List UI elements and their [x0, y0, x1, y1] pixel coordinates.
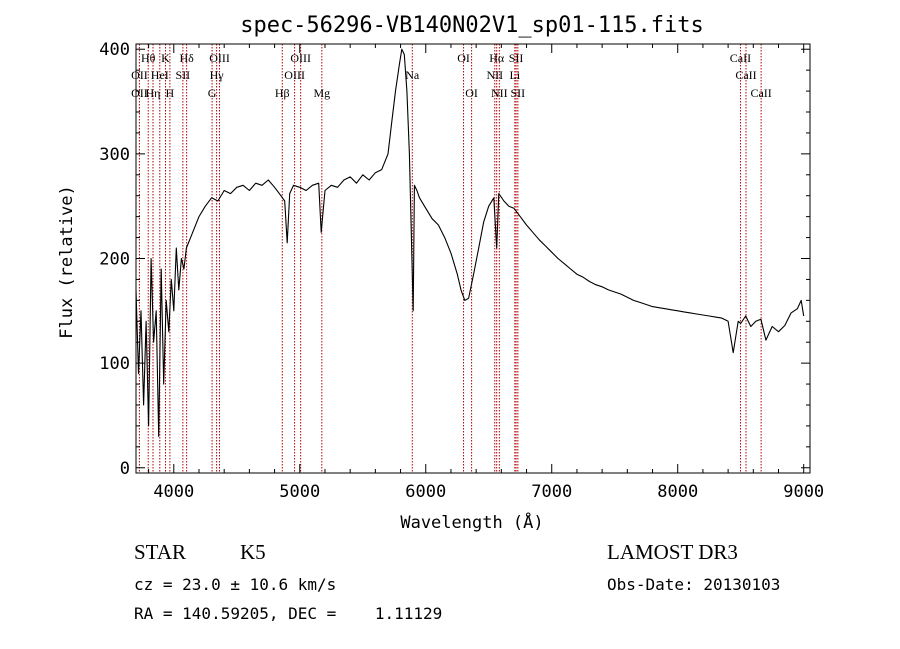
- line-label-21: NII: [491, 86, 508, 100]
- x-tick-label-2: 6000: [405, 482, 446, 502]
- y-tick-label-3: 300: [99, 145, 130, 165]
- plot-frame: [135, 43, 811, 474]
- line-label-4: HeI: [151, 68, 169, 82]
- line-label-22: Li: [509, 68, 520, 82]
- line-label-8: Hδ: [179, 51, 194, 65]
- line-label-24: SII: [511, 86, 526, 100]
- x-tick-label-0: 4000: [153, 482, 194, 502]
- line-label-16: Na: [405, 68, 420, 82]
- redshift-cz: cz = 23.0 ± 10.6 km/s: [134, 575, 336, 594]
- line-label-10: OIII: [209, 51, 230, 65]
- object-subclass: K5: [240, 540, 266, 564]
- x-tick-label-1: 5000: [279, 482, 320, 502]
- x-tick-label-3: 7000: [531, 482, 572, 502]
- line-label-18: OI: [465, 86, 478, 100]
- y-axis-label: Flux (relative): [57, 185, 77, 339]
- y-tick-label-4: 400: [99, 40, 130, 60]
- line-label-13: OIII: [284, 68, 305, 82]
- line-label-3: Hη: [146, 86, 161, 100]
- line-label-11: G: [208, 86, 217, 100]
- line-label-5: K: [161, 51, 170, 65]
- line-label-1: OII: [131, 68, 148, 82]
- chart-title: spec-56296-VB140N02V1_sp01-115.fits: [240, 13, 704, 38]
- observation-date: Obs-Date: 20130103: [607, 575, 780, 594]
- spectrum-line: [135, 48, 805, 437]
- line-label-15: Mg: [313, 86, 330, 100]
- line-label-14: OIII: [290, 51, 311, 65]
- line-label-0: Hθ: [141, 51, 156, 65]
- line-label-2: OII: [131, 86, 148, 100]
- line-label-25: CaII: [730, 51, 751, 65]
- object-type: STAR: [134, 540, 186, 564]
- y-tick-label-2: 200: [99, 250, 130, 270]
- line-label-23: SII: [509, 51, 524, 65]
- x-tick-label-4: 8000: [657, 482, 698, 502]
- x-tick-label-5: 9000: [783, 482, 824, 502]
- x-axis-label: Wavelength (Å): [400, 511, 543, 533]
- line-label-12: Hβ: [275, 86, 290, 100]
- y-tick-label-1: 100: [99, 354, 130, 374]
- axis-ticks: 4000 5000 6000 7000 8000 9000 0 100 200 300 400: [99, 40, 824, 502]
- line-label-17: OI: [457, 51, 470, 65]
- line-label-6: H: [166, 86, 175, 100]
- y-tick-label-0: 0: [120, 459, 130, 479]
- spectral-line-markers: [138, 44, 762, 473]
- survey-name: LAMOST DR3: [607, 540, 738, 564]
- line-label-7: SII: [176, 68, 191, 82]
- line-label-26: CaII: [735, 68, 756, 82]
- line-label-9: Hγ: [210, 68, 225, 82]
- line-label-19: NII: [486, 68, 503, 82]
- line-label-20: Hα: [489, 51, 505, 65]
- spectrum-series: [135, 48, 805, 437]
- coordinates: RA = 140.59205, DEC = 1.11129: [134, 604, 442, 623]
- line-label-27: CaII: [750, 86, 771, 100]
